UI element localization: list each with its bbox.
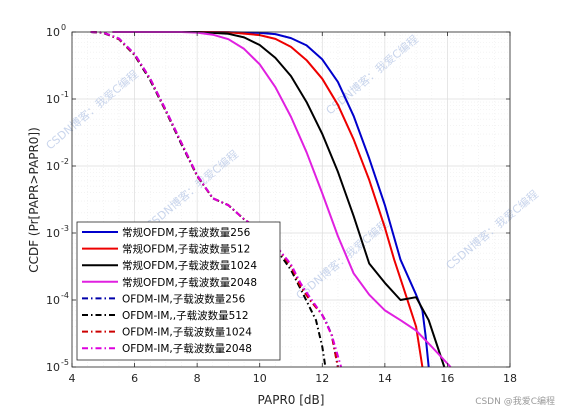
source-credit: CSDN @我爱C编程 (475, 395, 555, 407)
x-axis-label: PAPR0 [dB] (258, 393, 325, 407)
y-tick-exponent: -3 (61, 224, 69, 233)
y-axis-label: CCDF (Pr[PAPR>PAPR0]) (27, 127, 41, 273)
y-tick-exponent: -1 (61, 90, 69, 99)
legend-label-7: OFDM-IM,子载波数量1024 (122, 326, 252, 339)
y-tick-exponent: -2 (61, 157, 69, 166)
x-tick-label: 10 (253, 372, 267, 385)
x-tick-label: 18 (503, 372, 517, 385)
legend-box (76, 221, 281, 361)
x-tick-label: 4 (69, 372, 76, 385)
legend-label-8: OFDM-IM,子载波数量2048 (122, 342, 252, 355)
legend-label-5: OFDM-IM,子载波数量256 (122, 292, 246, 305)
legend: 常规OFDM,子载波数量256 常规OFDM,子载波数量512 常规OFDM,子载波… (76, 221, 281, 361)
series-line-2 (112, 31, 424, 368)
axes-box (71, 31, 511, 368)
x-tick-label: 16 (440, 372, 454, 385)
legend-label-1: 常规OFDM,子载波数量256 (122, 226, 251, 239)
series-line-6 (90, 31, 327, 368)
series-line-8 (90, 31, 343, 368)
series-line-3 (112, 31, 446, 368)
y-tick-exponent: -5 (61, 358, 69, 367)
y-tick-exponent: -4 (61, 291, 69, 300)
y-tick-label: 10 (46, 227, 60, 240)
tick-marks (71, 31, 511, 368)
y-tick-label: 10 (46, 294, 60, 307)
y-tick-label: 10 (46, 26, 60, 39)
x-tick-label: 14 (378, 372, 392, 385)
y-tick-label: 10 (46, 93, 60, 106)
legend-label-4: 常规OFDM,子载波数量2048 (122, 276, 257, 289)
series-line-4 (112, 31, 452, 368)
legend-label-6: OFDM-IM,,子载波数量512 (122, 309, 249, 322)
series-layer (90, 31, 452, 368)
x-tick-labels: 4 6 8 10 12 14 16 18 (69, 372, 518, 385)
y-tick-exponent: 0 (61, 23, 66, 32)
legend-label-3: 常规OFDM,子载波数量1024 (122, 259, 257, 272)
x-tick-label: 8 (194, 372, 201, 385)
legend-label-2: 常规OFDM,子载波数量512 (122, 243, 250, 256)
y-tick-label: 10 (46, 361, 60, 374)
x-tick-label: 6 (131, 372, 138, 385)
x-tick-label: 12 (315, 372, 329, 385)
y-tick-label: 10 (46, 160, 60, 173)
